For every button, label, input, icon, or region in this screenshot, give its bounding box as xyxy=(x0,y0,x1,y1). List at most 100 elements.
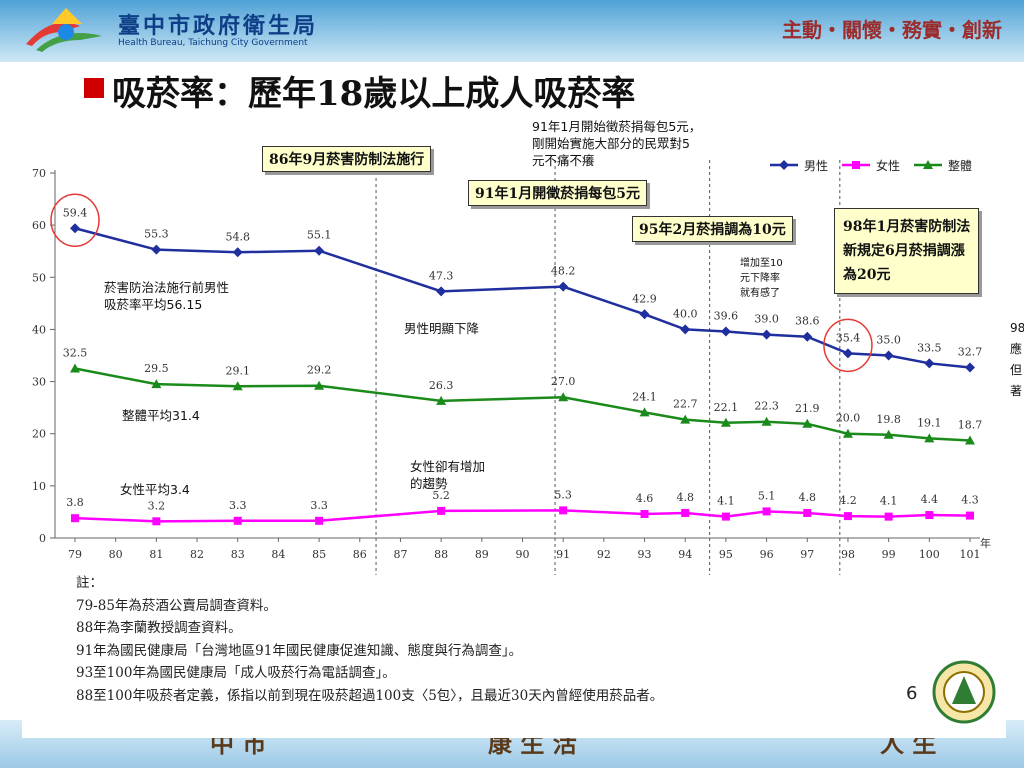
x-tick-label: 96 xyxy=(760,548,774,561)
data-label: 55.3 xyxy=(144,228,169,241)
data-label: 33.5 xyxy=(917,341,942,354)
data-label: 54.8 xyxy=(225,230,250,243)
annotation-tax-91: 91年1月開始徵菸捐每包5元， 剛開始實施大部分的民眾對5 元不痛不癢 xyxy=(532,118,701,169)
data-point xyxy=(884,512,893,521)
y-tick-label: 0 xyxy=(39,532,46,545)
x-tick-label: 101 xyxy=(960,548,981,561)
data-point xyxy=(559,506,568,515)
data-label: 5.3 xyxy=(554,488,572,501)
data-label: 32.7 xyxy=(958,345,983,358)
x-tick-label: 97 xyxy=(800,548,814,561)
data-point xyxy=(437,506,446,515)
data-label: 59.4 xyxy=(63,206,88,219)
data-point xyxy=(151,379,162,389)
data-label: 4.1 xyxy=(717,495,735,508)
x-tick-label: 85 xyxy=(312,548,326,561)
data-label: 55.1 xyxy=(307,229,332,242)
x-tick-label: 90 xyxy=(516,548,530,561)
data-label: 32.5 xyxy=(63,347,88,360)
data-point xyxy=(852,161,860,169)
org-name-en: Health Bureau, Taichung City Government xyxy=(118,38,308,48)
data-label: 22.1 xyxy=(714,401,739,414)
data-point xyxy=(925,511,934,520)
chart-axes: 0 10 20 30 40 50 60 70 79 80 81 82 83 84 85 86 87 88 89 90 9… xyxy=(32,167,991,561)
y-tick-label: 20 xyxy=(32,428,46,441)
data-point xyxy=(314,380,325,390)
data-label: 24.1 xyxy=(632,390,657,403)
note-item: 79-85年為菸酒公賣局調查資料。 xyxy=(76,597,277,614)
annotation-line: 增加至10 xyxy=(740,258,783,269)
data-label: 4.3 xyxy=(961,494,979,507)
x-axis-unit: 年 xyxy=(980,536,991,550)
clipped-side-text: 98 應 但 著 xyxy=(1010,318,1024,402)
policy-box-98-line2: 新規定6月菸捐調漲 xyxy=(843,243,965,259)
annotation-overall-average: 整體平均31.4 xyxy=(122,408,200,423)
data-point xyxy=(680,324,691,335)
data-point xyxy=(436,286,447,297)
data-point xyxy=(558,392,569,402)
data-label: 22.3 xyxy=(754,400,779,413)
chart-legend: 男性 女性 整體 xyxy=(770,158,972,173)
y-tick-label: 50 xyxy=(32,271,46,284)
highlight-circle xyxy=(50,193,100,248)
annotation-line: 元不痛不癢 xyxy=(532,153,595,168)
policy-box-98-line3: 為20元 xyxy=(843,267,891,283)
data-point xyxy=(924,433,935,443)
notes-section: 註： 79-85年為菸酒公賣局調查資料。 88年為李蘭教授調查資料。 91年為國… xyxy=(76,572,663,707)
data-label: 19.1 xyxy=(917,416,942,429)
y-tick-label: 40 xyxy=(32,323,46,336)
data-point xyxy=(779,160,789,170)
data-point xyxy=(152,517,161,526)
x-tick-label: 91 xyxy=(556,548,570,561)
note-item: 88年為李蘭教授調查資料。 xyxy=(76,620,242,636)
data-point xyxy=(924,358,935,369)
series-line-整體 xyxy=(74,367,971,442)
annotation-line: 91年1月開始徵菸捐每包5元， xyxy=(532,119,702,134)
slogan: 主動‧關懷‧務實‧創新 xyxy=(782,18,1002,42)
data-label: 4.8 xyxy=(676,491,694,504)
data-label: 4.6 xyxy=(636,492,654,505)
annotation-male-drop: 男性明顯下降 xyxy=(404,321,480,336)
data-label: 5.1 xyxy=(758,489,776,502)
annotation-line: 菸害防治法施行前男性 xyxy=(104,280,230,295)
annotation-line: 吸菸率平均56.15 xyxy=(104,297,203,312)
x-tick-label: 84 xyxy=(271,548,285,561)
x-tick-label: 83 xyxy=(231,548,245,561)
data-point xyxy=(314,245,325,256)
slide-content xyxy=(22,62,1006,738)
data-point xyxy=(923,160,933,169)
highlight-circles xyxy=(50,193,873,373)
data-point xyxy=(681,508,690,517)
data-point xyxy=(761,416,772,426)
data-point xyxy=(842,348,853,359)
data-label: 20.0 xyxy=(836,412,861,425)
data-label: 4.4 xyxy=(921,493,939,506)
data-label: 29.1 xyxy=(225,364,250,377)
notes-heading: 註： xyxy=(76,575,103,591)
data-point xyxy=(639,407,650,417)
legend-label: 男性 xyxy=(804,159,828,173)
data-label: 47.3 xyxy=(429,269,454,282)
data-point xyxy=(232,247,243,258)
data-label: 39.0 xyxy=(754,313,779,326)
policy-box-86: 86年9月菸害防制法施行 xyxy=(262,146,432,172)
data-label: 4.1 xyxy=(880,495,898,508)
annotation-line: 剛開始實施大部分的民眾對5 xyxy=(532,136,690,151)
data-label: 29.5 xyxy=(144,362,169,375)
x-tick-label: 87 xyxy=(393,548,407,561)
data-point xyxy=(966,511,974,520)
x-tick-label: 81 xyxy=(149,548,163,561)
data-label: 40.0 xyxy=(673,307,698,320)
data-point xyxy=(720,417,731,427)
data-label: 42.9 xyxy=(632,292,657,305)
series-markers xyxy=(70,223,975,526)
data-point xyxy=(315,516,324,525)
highlight-circle xyxy=(823,318,873,373)
annotation-female-average: 女性平均3.4 xyxy=(120,482,190,497)
note-item: 93至100年為國民健康局「成人吸菸行為電話調查」。 xyxy=(76,665,396,681)
data-point xyxy=(802,418,813,428)
policy-box-95: 95年2月菸捐調為10元 xyxy=(632,216,793,242)
y-tick-label: 70 xyxy=(32,167,46,180)
x-tick-label: 86 xyxy=(353,548,367,561)
annotation-line: 元下降率 xyxy=(740,273,780,284)
